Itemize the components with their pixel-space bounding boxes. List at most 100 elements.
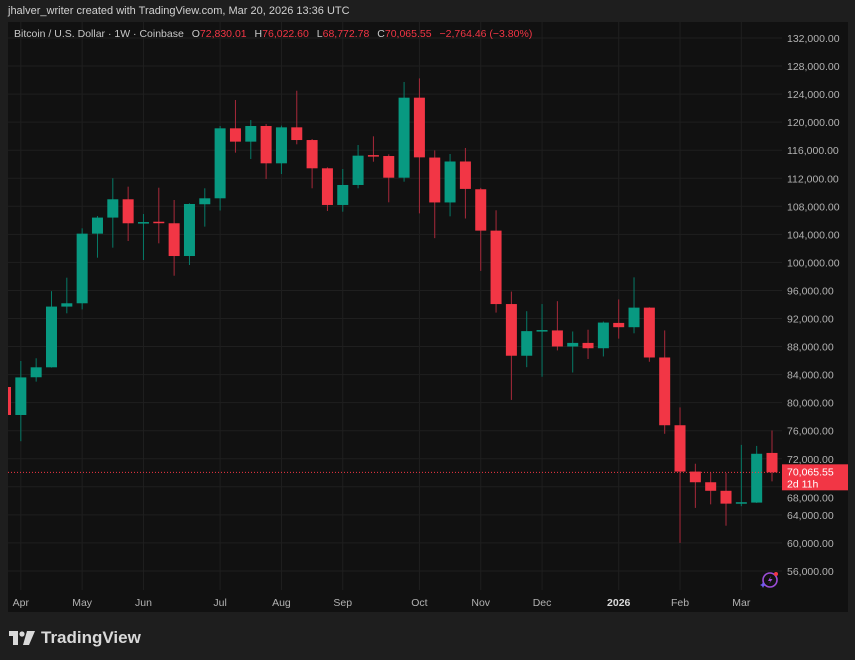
candle[interactable]: [597, 321, 609, 357]
candle[interactable]: [766, 430, 778, 482]
candle[interactable]: [168, 199, 180, 276]
candle-body: [306, 140, 318, 169]
candle[interactable]: [475, 187, 487, 271]
candle[interactable]: [306, 138, 318, 189]
y-tick-label: 72,000.00: [787, 454, 834, 466]
last-price-label: 70,065.55 2d 11h: [782, 464, 848, 491]
candle[interactable]: [398, 81, 410, 182]
x-tick-label: Jul: [213, 597, 226, 609]
candle[interactable]: [413, 78, 425, 214]
chart-panel[interactable]: [8, 22, 848, 612]
y-tick-label: 100,000.00: [787, 257, 840, 269]
high-value: 76,022.60: [262, 28, 309, 40]
candle[interactable]: [551, 301, 563, 351]
candle[interactable]: [76, 228, 88, 310]
candle[interactable]: [383, 154, 395, 203]
candle[interactable]: [229, 99, 241, 153]
candle[interactable]: [720, 472, 732, 526]
candle[interactable]: [490, 210, 502, 313]
candle-body: [505, 304, 517, 356]
candle[interactable]: [536, 304, 548, 377]
candle[interactable]: [214, 126, 226, 211]
candle[interactable]: [107, 178, 119, 248]
candle[interactable]: [567, 331, 579, 373]
candle[interactable]: [367, 136, 379, 162]
low-value: 68,772.78: [322, 28, 370, 40]
candle[interactable]: [521, 311, 533, 368]
candle[interactable]: [613, 299, 625, 339]
candle-body: [137, 222, 149, 224]
candle[interactable]: [628, 277, 640, 334]
tradingview-brand[interactable]: TradingView: [9, 628, 141, 648]
candle-body: [444, 161, 456, 203]
candle-body: [352, 155, 364, 185]
candle-body: [245, 126, 257, 142]
x-tick-label: Dec: [533, 597, 552, 609]
candle[interactable]: [0, 375, 11, 424]
candle-body: [61, 303, 73, 307]
candle-body: [15, 377, 27, 415]
candle[interactable]: [275, 125, 287, 175]
candle[interactable]: [689, 463, 701, 508]
y-tick-label: 88,000.00: [787, 342, 834, 354]
y-tick-label: 60,000.00: [787, 538, 834, 550]
candle[interactable]: [291, 90, 303, 145]
candle[interactable]: [582, 329, 594, 359]
candle[interactable]: [91, 215, 103, 258]
candle-body: [490, 230, 502, 305]
candle[interactable]: [183, 203, 195, 265]
candle-body: [337, 184, 349, 205]
candle[interactable]: [337, 168, 349, 212]
time-axis[interactable]: Apr May Jun Jul Aug Sep Oct Nov Dec 2026 Feb Mar: [13, 597, 751, 609]
candle-body: [521, 331, 533, 356]
x-tick-label: May: [72, 597, 93, 609]
candle[interactable]: [153, 187, 165, 244]
candle[interactable]: [459, 147, 471, 219]
bar-countdown: 2d 11h: [787, 478, 818, 490]
y-tick-label: 120,000.00: [787, 117, 840, 129]
y-tick-label: 116,000.00: [787, 145, 839, 157]
candle-body: [45, 306, 57, 368]
candle[interactable]: [245, 120, 257, 159]
price-axis[interactable]: 132,000.00 128,000.00 124,000.00 120,000.00…: [787, 33, 840, 578]
y-tick-label: 128,000.00: [787, 61, 840, 73]
candle[interactable]: [429, 150, 441, 239]
candle[interactable]: [352, 145, 364, 189]
candle[interactable]: [260, 123, 272, 179]
candle-body: [168, 223, 180, 257]
candle[interactable]: [199, 188, 211, 227]
candle[interactable]: [705, 472, 717, 505]
candle-body: [107, 199, 119, 218]
candle[interactable]: [122, 186, 134, 242]
candle[interactable]: [505, 291, 517, 400]
last-price-value: 70,065.55: [787, 466, 834, 478]
x-tick-label: Apr: [13, 597, 30, 609]
candle[interactable]: [659, 330, 671, 434]
candle[interactable]: [643, 307, 655, 362]
candle[interactable]: [751, 445, 763, 503]
candle[interactable]: [137, 214, 149, 261]
y-tick-label: 80,000.00: [787, 398, 834, 410]
candle-body: [183, 203, 195, 257]
brand-name: TradingView: [41, 628, 141, 647]
candle-body: [214, 128, 226, 199]
candle[interactable]: [674, 407, 686, 543]
alert-lightning-icon[interactable]: [760, 572, 778, 588]
candle[interactable]: [444, 153, 456, 217]
y-tick-label: 96,000.00: [787, 285, 834, 297]
candle-body: [720, 490, 732, 504]
candle-body: [291, 127, 303, 141]
candle[interactable]: [321, 167, 333, 211]
candle[interactable]: [61, 277, 73, 314]
candle-body: [582, 342, 594, 349]
candle[interactable]: [45, 291, 57, 368]
candle[interactable]: [30, 358, 42, 382]
candle-body: [76, 233, 88, 304]
candle-body: [628, 307, 640, 328]
candle[interactable]: [15, 360, 27, 442]
candle-body: [260, 126, 272, 164]
candle[interactable]: [735, 444, 747, 507]
candle-body: [751, 453, 763, 503]
symbol-name[interactable]: Bitcoin / U.S. Dollar · 1W · Coinbase: [14, 28, 184, 40]
